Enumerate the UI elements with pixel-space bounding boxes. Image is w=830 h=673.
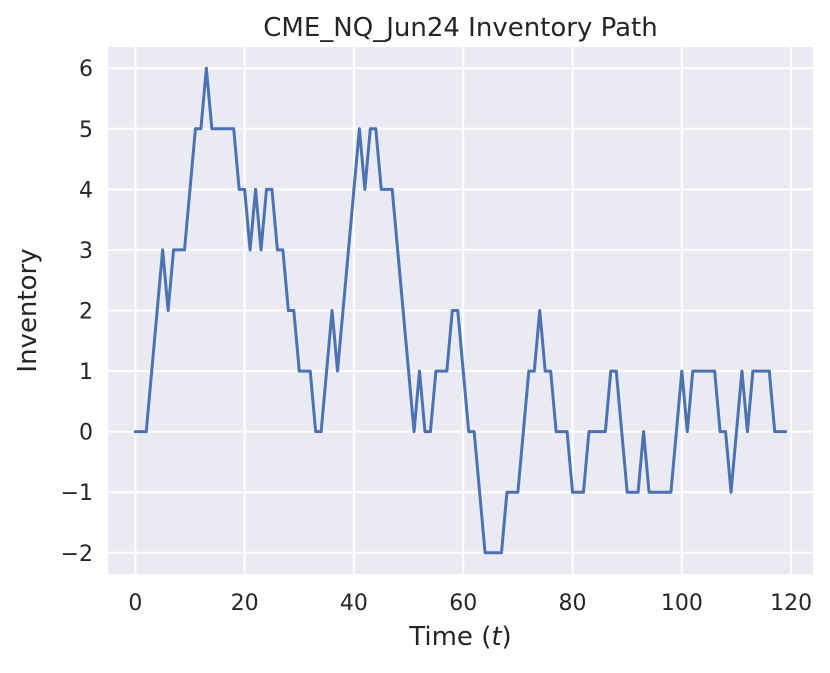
x-axis-label-prefix: Time ( bbox=[408, 622, 491, 652]
x-tick-label: 120 bbox=[770, 591, 812, 616]
y-tick-label: −1 bbox=[61, 481, 93, 506]
y-tick-label: 4 bbox=[79, 178, 93, 203]
x-axis-label-suffix: ) bbox=[502, 622, 512, 652]
y-tick-label: −2 bbox=[61, 542, 93, 567]
series-layer bbox=[133, 66, 788, 555]
x-tick-labels: 0 20 40 60 80 100 120 bbox=[128, 591, 812, 616]
x-tick-label: 20 bbox=[231, 591, 259, 616]
y-tick-labels: −2 −1 0 1 2 3 4 5 6 bbox=[61, 57, 93, 567]
y-tick-label: 3 bbox=[79, 239, 93, 264]
x-tick-label: 60 bbox=[449, 591, 477, 616]
chart-title: CME_NQ_Jun24 Inventory Path bbox=[263, 13, 657, 43]
y-tick-label: 6 bbox=[79, 57, 93, 82]
y-axis-label: Inventory bbox=[13, 248, 43, 372]
x-tick-label: 80 bbox=[559, 591, 587, 616]
x-axis-label: Time (t) bbox=[408, 622, 511, 652]
x-tick-label: 100 bbox=[661, 591, 703, 616]
x-tick-label: 0 bbox=[128, 591, 142, 616]
x-tick-label: 40 bbox=[340, 591, 368, 616]
x-axis-label-var: t bbox=[491, 622, 502, 652]
inventory-series-line bbox=[133, 66, 788, 555]
y-tick-label: 5 bbox=[79, 118, 93, 143]
y-tick-label: 0 bbox=[79, 421, 93, 446]
y-tick-label: 2 bbox=[79, 300, 93, 325]
y-tick-label: 1 bbox=[79, 360, 93, 385]
